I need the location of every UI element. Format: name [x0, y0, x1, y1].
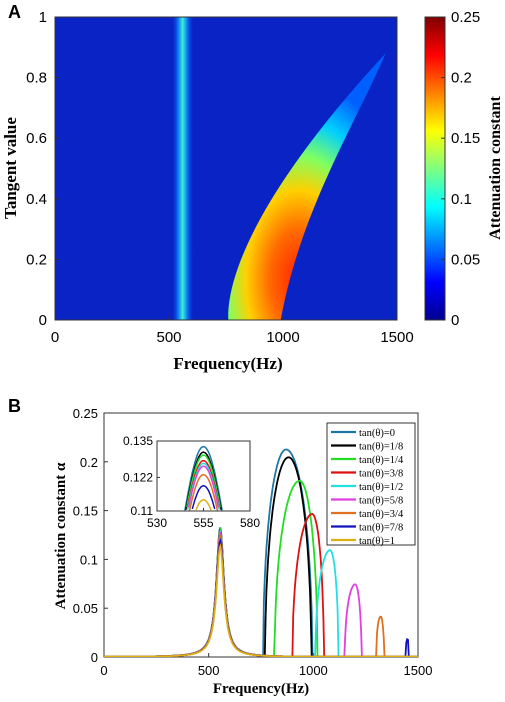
heatmap-y-tick-label: 0.6	[26, 130, 47, 147]
heatmap-x-axis-label: Frequency(Hz)	[173, 354, 282, 373]
line-plot-y-tick-label: 0.25	[73, 406, 98, 421]
heatmap-x-tick-label: 1000	[266, 329, 299, 346]
legend-entry: tan(θ)=0	[359, 428, 395, 439]
inset-y-tick-label: 0.122	[123, 470, 153, 484]
legend-entry: tan(θ)=1	[359, 536, 395, 547]
inset-series-line	[184, 445, 223, 511]
inset-series-line	[186, 454, 221, 508]
inset-y-tick-label: 0.135	[123, 434, 153, 448]
colorbar-tick-label: 0.15	[451, 130, 480, 147]
inset-y-tick-label: 0.11	[131, 504, 154, 518]
heatmap-background	[55, 17, 397, 320]
colorbar-tick-label: 0	[451, 312, 459, 329]
inset-x-tick-label: 580	[240, 516, 260, 530]
line-plot-y-tick-label: 0.05	[73, 601, 98, 616]
inset-series-line	[191, 485, 216, 510]
heatmap-y-tick-label: 0	[39, 312, 47, 329]
heatmap-x-tick-label: 1500	[380, 329, 413, 346]
legend-entry: tan(θ)=7/8	[359, 523, 403, 534]
line-plot-x-tick-label: 0	[100, 663, 107, 678]
legend-entry: tan(θ)=3/4	[359, 509, 404, 520]
heatmap-y-tick-label: 0.8	[26, 70, 47, 87]
inset-plot: 530 555 580 0.11 0.122 0.135	[123, 434, 260, 530]
inset-series-line	[187, 465, 220, 508]
heatmap-vertical-band	[171, 17, 194, 320]
inset-x-tick-label: 555	[193, 516, 213, 530]
heatmap-frame	[54, 16, 398, 321]
heatmap-y-tick-label: 0.4	[26, 191, 47, 208]
colorbar: 0 0.05 0.1 0.15 0.2 0.25	[424, 9, 480, 329]
colorbar-gradient	[424, 16, 446, 321]
line-plot-x-tick-label: 500	[198, 663, 220, 678]
inset-series-line	[188, 473, 219, 511]
line-plot-y-tick-label: 0	[91, 650, 98, 665]
line-plot-y-tick-label: 0.15	[73, 504, 98, 519]
heatmap-x-tick-label: 500	[156, 329, 181, 346]
inset-x-tick-label: 530	[147, 516, 167, 530]
colorbar-tick-label: 0.2	[451, 70, 472, 87]
legend-entry: tan(θ)=1/8	[359, 442, 403, 453]
series-line	[104, 542, 418, 657]
line-plot-axes: 0 500 1000 1500 0 0.05 0.1 0.15 0.2 0.25	[73, 406, 433, 678]
colorbar-label: Attenuation constant	[487, 96, 504, 240]
colorbar-tick-label: 0.05	[451, 251, 480, 268]
line-plot-x-tick-label: 1500	[404, 663, 433, 678]
colorbar-tick-label: 0.25	[451, 9, 480, 26]
heatmap-y-tick-label: 1	[39, 9, 47, 26]
legend-box	[326, 422, 416, 546]
legend-entry: tan(θ)=1/2	[359, 482, 403, 493]
panel-a-label: A	[8, 2, 21, 22]
legend: tan(θ)=0 tan(θ)=1/8 tan(θ)=1/4 tan(θ)=3/8 ta…	[326, 422, 416, 547]
line-plot-y-axis-label: Attenuation constant α	[53, 462, 69, 609]
heatmap-x-tick-label: 0	[51, 329, 59, 346]
heatmap-y-axis-label: Tangent value	[1, 117, 20, 219]
line-plot-series	[104, 448, 418, 657]
heatmap-curved-band	[228, 53, 386, 320]
line-plot-x-axis-label: Frequency(Hz)	[213, 681, 309, 697]
line-plot-y-tick-label: 0.1	[80, 552, 98, 567]
colorbar-tick-label: 0.1	[451, 191, 472, 208]
legend-entry: tan(θ)=5/8	[359, 496, 403, 507]
legend-entry: tan(θ)=3/8	[359, 469, 403, 480]
heatmap-y-tick-label: 0.2	[26, 251, 47, 268]
panel-b-label: B	[8, 396, 21, 416]
line-plot-y-tick-label: 0.2	[80, 455, 98, 470]
inset-series-line	[195, 499, 212, 511]
heatmap	[54, 16, 398, 321]
heatmap-axes: 0 500 1000 1500 0 0.2 0.4 0.6 0.8 1	[26, 9, 414, 346]
line-plot-x-tick-label: 1000	[299, 663, 328, 678]
legend-entry: tan(θ)=1/4	[359, 455, 404, 466]
